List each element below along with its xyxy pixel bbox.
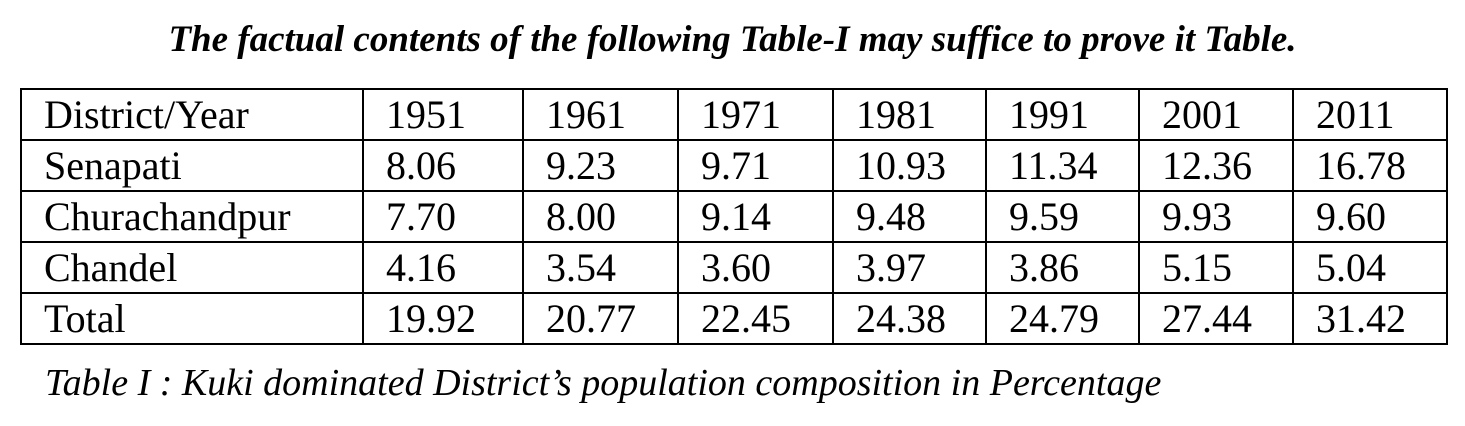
- data-table: District/Year 1951 1961 1971 1981 1991 2001 201…: [20, 88, 1448, 345]
- caption: Table I : Kuki dominated District’s popu…: [45, 362, 1162, 404]
- cell: 9.14: [677, 190, 834, 243]
- header-row: District/Year 1951 1961 1971 1981 1991 2001 201…: [20, 88, 1448, 141]
- cell: 9.23: [522, 139, 679, 192]
- cell: 9.48: [832, 190, 987, 243]
- cell: 16.78: [1292, 139, 1448, 192]
- cell: 8.06: [362, 139, 524, 192]
- cell: 20.77: [522, 292, 679, 345]
- cell: 3.60: [677, 241, 834, 294]
- data-row: Churachandpur 7.70 8.00 9.14 9.48 9.59 9.93 9.6…: [20, 190, 1448, 243]
- cell: 24.79: [985, 292, 1140, 345]
- cell: 3.86: [985, 241, 1140, 294]
- cell: 11.34: [985, 139, 1140, 192]
- row-label: District/Year: [20, 88, 364, 141]
- cell: 9.60: [1292, 190, 1448, 243]
- title: The factual contents of the following Ta…: [168, 19, 1297, 60]
- cell: 5.04: [1292, 241, 1448, 294]
- cell: 1971: [677, 88, 834, 141]
- cell: 2011: [1292, 88, 1448, 141]
- cell: 1951: [362, 88, 524, 141]
- cell: 31.42: [1292, 292, 1448, 345]
- cell: 10.93: [832, 139, 987, 192]
- cell: 22.45: [677, 292, 834, 345]
- cell: 9.59: [985, 190, 1140, 243]
- cell: 3.97: [832, 241, 987, 294]
- data-row: Chandel 4.16 3.54 3.60 3.97 3.86 5.15 5.04: [20, 241, 1448, 294]
- cell: 9.71: [677, 139, 834, 192]
- cell: 1981: [832, 88, 987, 141]
- cell: 8.00: [522, 190, 679, 243]
- cell: 19.92: [362, 292, 524, 345]
- cell: 3.54: [522, 241, 679, 294]
- data-row: Total 19.92 20.77 22.45 24.38 24.79 27.44 31.42: [20, 292, 1448, 345]
- cell: 12.36: [1138, 139, 1294, 192]
- cell: 24.38: [832, 292, 987, 345]
- row-label: Total: [20, 292, 364, 345]
- row-label: Churachandpur: [20, 190, 364, 243]
- row-label: Chandel: [20, 241, 364, 294]
- cell: 9.93: [1138, 190, 1294, 243]
- cell: 27.44: [1138, 292, 1294, 345]
- cell: 2001: [1138, 88, 1294, 141]
- cell: 1961: [522, 88, 679, 141]
- cell: 4.16: [362, 241, 524, 294]
- data-row: Senapati 8.06 9.23 9.71 10.93 11.34 12.36 16.78: [20, 139, 1448, 192]
- cell: 1991: [985, 88, 1140, 141]
- cell: 7.70: [362, 190, 524, 243]
- cell: 5.15: [1138, 241, 1294, 294]
- row-label: Senapati: [20, 139, 364, 192]
